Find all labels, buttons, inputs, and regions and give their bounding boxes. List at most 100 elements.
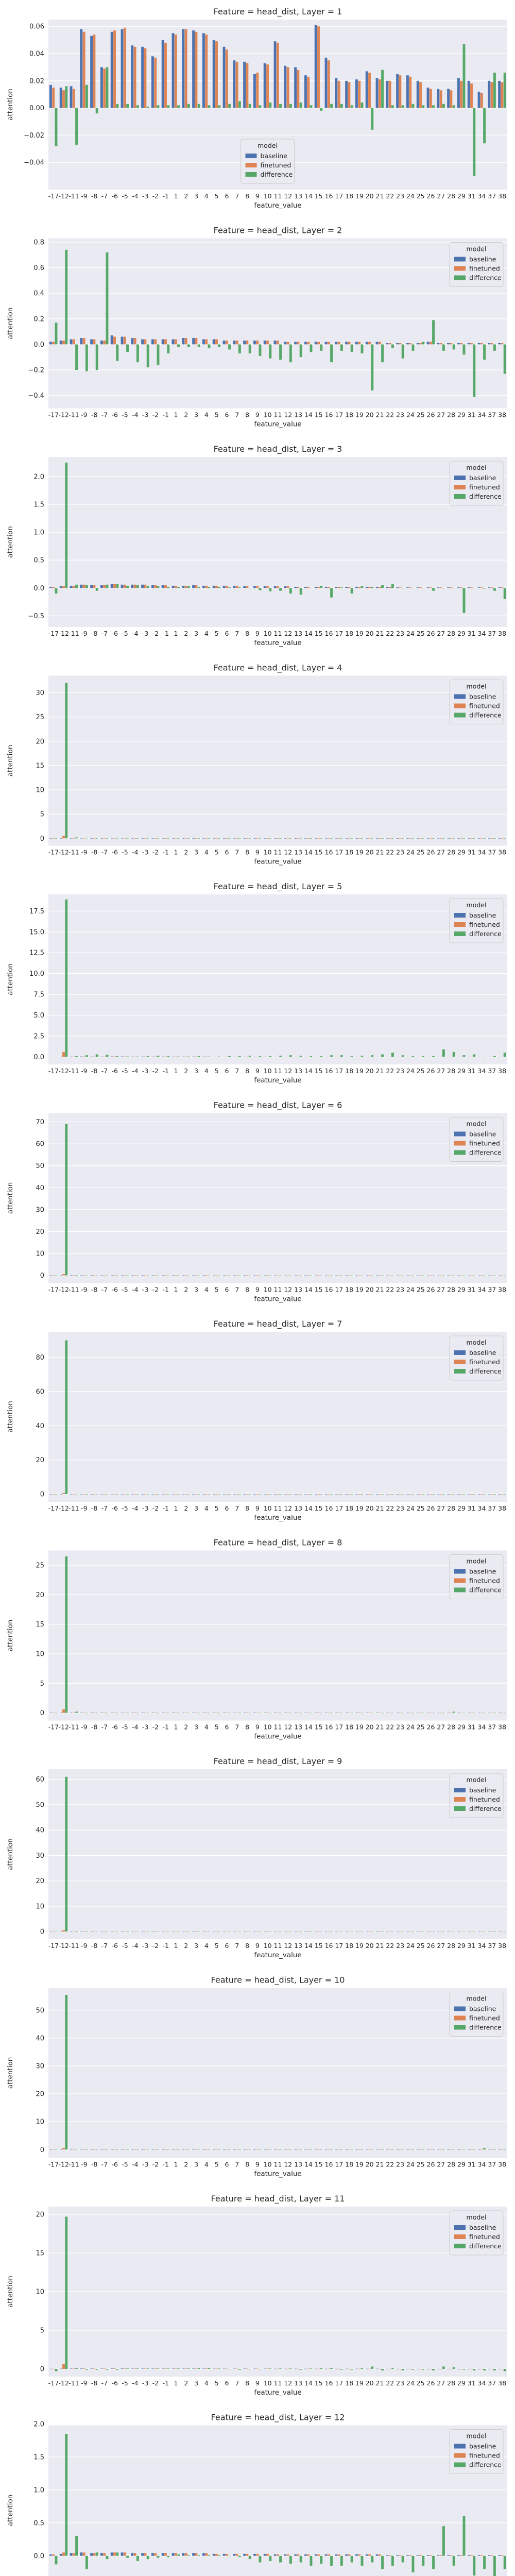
legend-label-finetuned: finetuned bbox=[469, 1577, 500, 1585]
bar-baseline bbox=[314, 342, 317, 345]
bar-baseline bbox=[202, 1494, 205, 1495]
bar-finetuned bbox=[246, 2149, 249, 2150]
bar-finetuned bbox=[368, 2554, 371, 2556]
bar-finetuned bbox=[93, 585, 96, 588]
bar-finetuned bbox=[501, 587, 504, 588]
bar-difference bbox=[177, 2149, 180, 2150]
bar-difference bbox=[75, 1275, 78, 1276]
x-tick-label: 24 bbox=[406, 2161, 415, 2168]
bar-finetuned bbox=[450, 587, 453, 588]
legend-label-baseline: baseline bbox=[469, 1568, 496, 1575]
x-tick-label: 7 bbox=[235, 2379, 239, 2387]
bar-difference bbox=[218, 587, 221, 588]
x-tick-label: 28 bbox=[447, 630, 455, 637]
legend-title: model bbox=[258, 142, 278, 149]
bar-difference bbox=[187, 1494, 190, 1495]
bar-baseline bbox=[355, 838, 358, 839]
bar-finetuned bbox=[286, 586, 289, 588]
bar-baseline bbox=[59, 838, 62, 839]
x-tick-label: 9 bbox=[255, 192, 260, 200]
bar-finetuned bbox=[235, 1931, 238, 1932]
bar-baseline bbox=[457, 78, 460, 108]
x-tick-label: -1 bbox=[162, 849, 168, 856]
bar-finetuned bbox=[470, 83, 473, 108]
x-tick-label: 28 bbox=[447, 1723, 455, 1731]
x-tick-label: 12 bbox=[284, 2379, 292, 2387]
x-tick-label: -17 bbox=[48, 1723, 59, 1731]
bar-finetuned bbox=[358, 2554, 361, 2556]
bar-baseline bbox=[70, 585, 73, 588]
bar-baseline bbox=[80, 1494, 83, 1495]
bar-difference bbox=[340, 1713, 343, 1714]
bar-difference bbox=[157, 1494, 160, 1495]
bar-finetuned bbox=[103, 1494, 106, 1495]
bar-baseline bbox=[365, 2149, 368, 2150]
y-tick-label: 20 bbox=[36, 1456, 44, 1464]
bar-finetuned bbox=[174, 838, 177, 839]
bar-finetuned bbox=[93, 2553, 96, 2556]
bar-baseline bbox=[375, 838, 379, 839]
bar-baseline bbox=[59, 1275, 62, 1276]
bar-difference bbox=[503, 2149, 506, 2150]
y-tick-label: 15 bbox=[36, 762, 44, 770]
bar-finetuned bbox=[388, 343, 391, 345]
legend-label-finetuned: finetuned bbox=[469, 2233, 500, 2241]
x-tick-label: 5 bbox=[215, 2379, 219, 2387]
legend-label-finetuned: finetuned bbox=[469, 1795, 500, 1803]
x-tick-label: -6 bbox=[111, 1504, 118, 1512]
x-tick-label: 21 bbox=[376, 411, 384, 419]
bar-finetuned bbox=[256, 2553, 259, 2556]
bar-finetuned bbox=[480, 1931, 483, 1932]
bar-finetuned bbox=[327, 1494, 330, 1495]
x-tick-label: 17 bbox=[335, 411, 343, 419]
x-tick-label: -1 bbox=[162, 1286, 168, 1294]
bar-baseline bbox=[335, 2149, 338, 2150]
bar-baseline bbox=[222, 2553, 226, 2556]
bar-baseline bbox=[121, 2149, 124, 2150]
bar-finetuned bbox=[133, 1931, 136, 1932]
bar-difference bbox=[85, 1713, 88, 1714]
x-tick-label: 14 bbox=[304, 1286, 313, 1294]
x-tick-label: 24 bbox=[406, 1067, 415, 1075]
bar-difference bbox=[146, 344, 149, 368]
bar-finetuned bbox=[348, 82, 351, 108]
x-tick-label: 34 bbox=[478, 411, 486, 419]
bar-baseline bbox=[467, 80, 470, 108]
bar-difference bbox=[473, 108, 476, 176]
bar-finetuned bbox=[52, 2149, 55, 2150]
bar-finetuned bbox=[113, 2552, 116, 2556]
x-tick-label: 34 bbox=[478, 1723, 486, 1731]
bar-finetuned bbox=[215, 339, 218, 345]
x-tick-label: 3 bbox=[194, 192, 198, 200]
x-tick-label: 25 bbox=[417, 1942, 425, 1950]
bar-difference bbox=[340, 344, 343, 351]
legend-label-baseline: baseline bbox=[261, 152, 288, 160]
legend-swatch-baseline bbox=[454, 1350, 466, 1355]
bar-baseline bbox=[467, 838, 470, 839]
x-tick-label: 17 bbox=[335, 1723, 343, 1731]
x-tick-label: 7 bbox=[235, 1723, 239, 1731]
bar-finetuned bbox=[164, 1931, 167, 1932]
legend-label-finetuned: finetuned bbox=[469, 483, 500, 491]
x-tick-label: 17 bbox=[335, 849, 343, 856]
bar-finetuned bbox=[154, 2553, 157, 2556]
bar-finetuned bbox=[82, 2552, 85, 2556]
chart-title: Feature = head_dist, Layer = 3 bbox=[214, 444, 342, 454]
bar-baseline bbox=[396, 1494, 399, 1495]
bar-finetuned bbox=[501, 1931, 504, 1932]
bar-baseline bbox=[141, 2553, 144, 2556]
bar-baseline bbox=[386, 80, 389, 108]
x-tick-label: -8 bbox=[91, 630, 98, 637]
bar-difference bbox=[503, 344, 506, 374]
legend-label-baseline: baseline bbox=[469, 1349, 496, 1357]
bar-baseline bbox=[70, 838, 73, 839]
legend-label-baseline: baseline bbox=[469, 2443, 496, 2450]
bar-baseline bbox=[365, 838, 368, 839]
bar-baseline bbox=[477, 587, 480, 588]
bar-difference bbox=[350, 2149, 353, 2150]
x-tick-label: 34 bbox=[478, 849, 486, 856]
legend-label-difference: difference bbox=[469, 2461, 502, 2469]
bar-difference bbox=[391, 838, 394, 839]
bar-difference bbox=[493, 838, 496, 839]
bar-difference bbox=[106, 1931, 109, 1932]
